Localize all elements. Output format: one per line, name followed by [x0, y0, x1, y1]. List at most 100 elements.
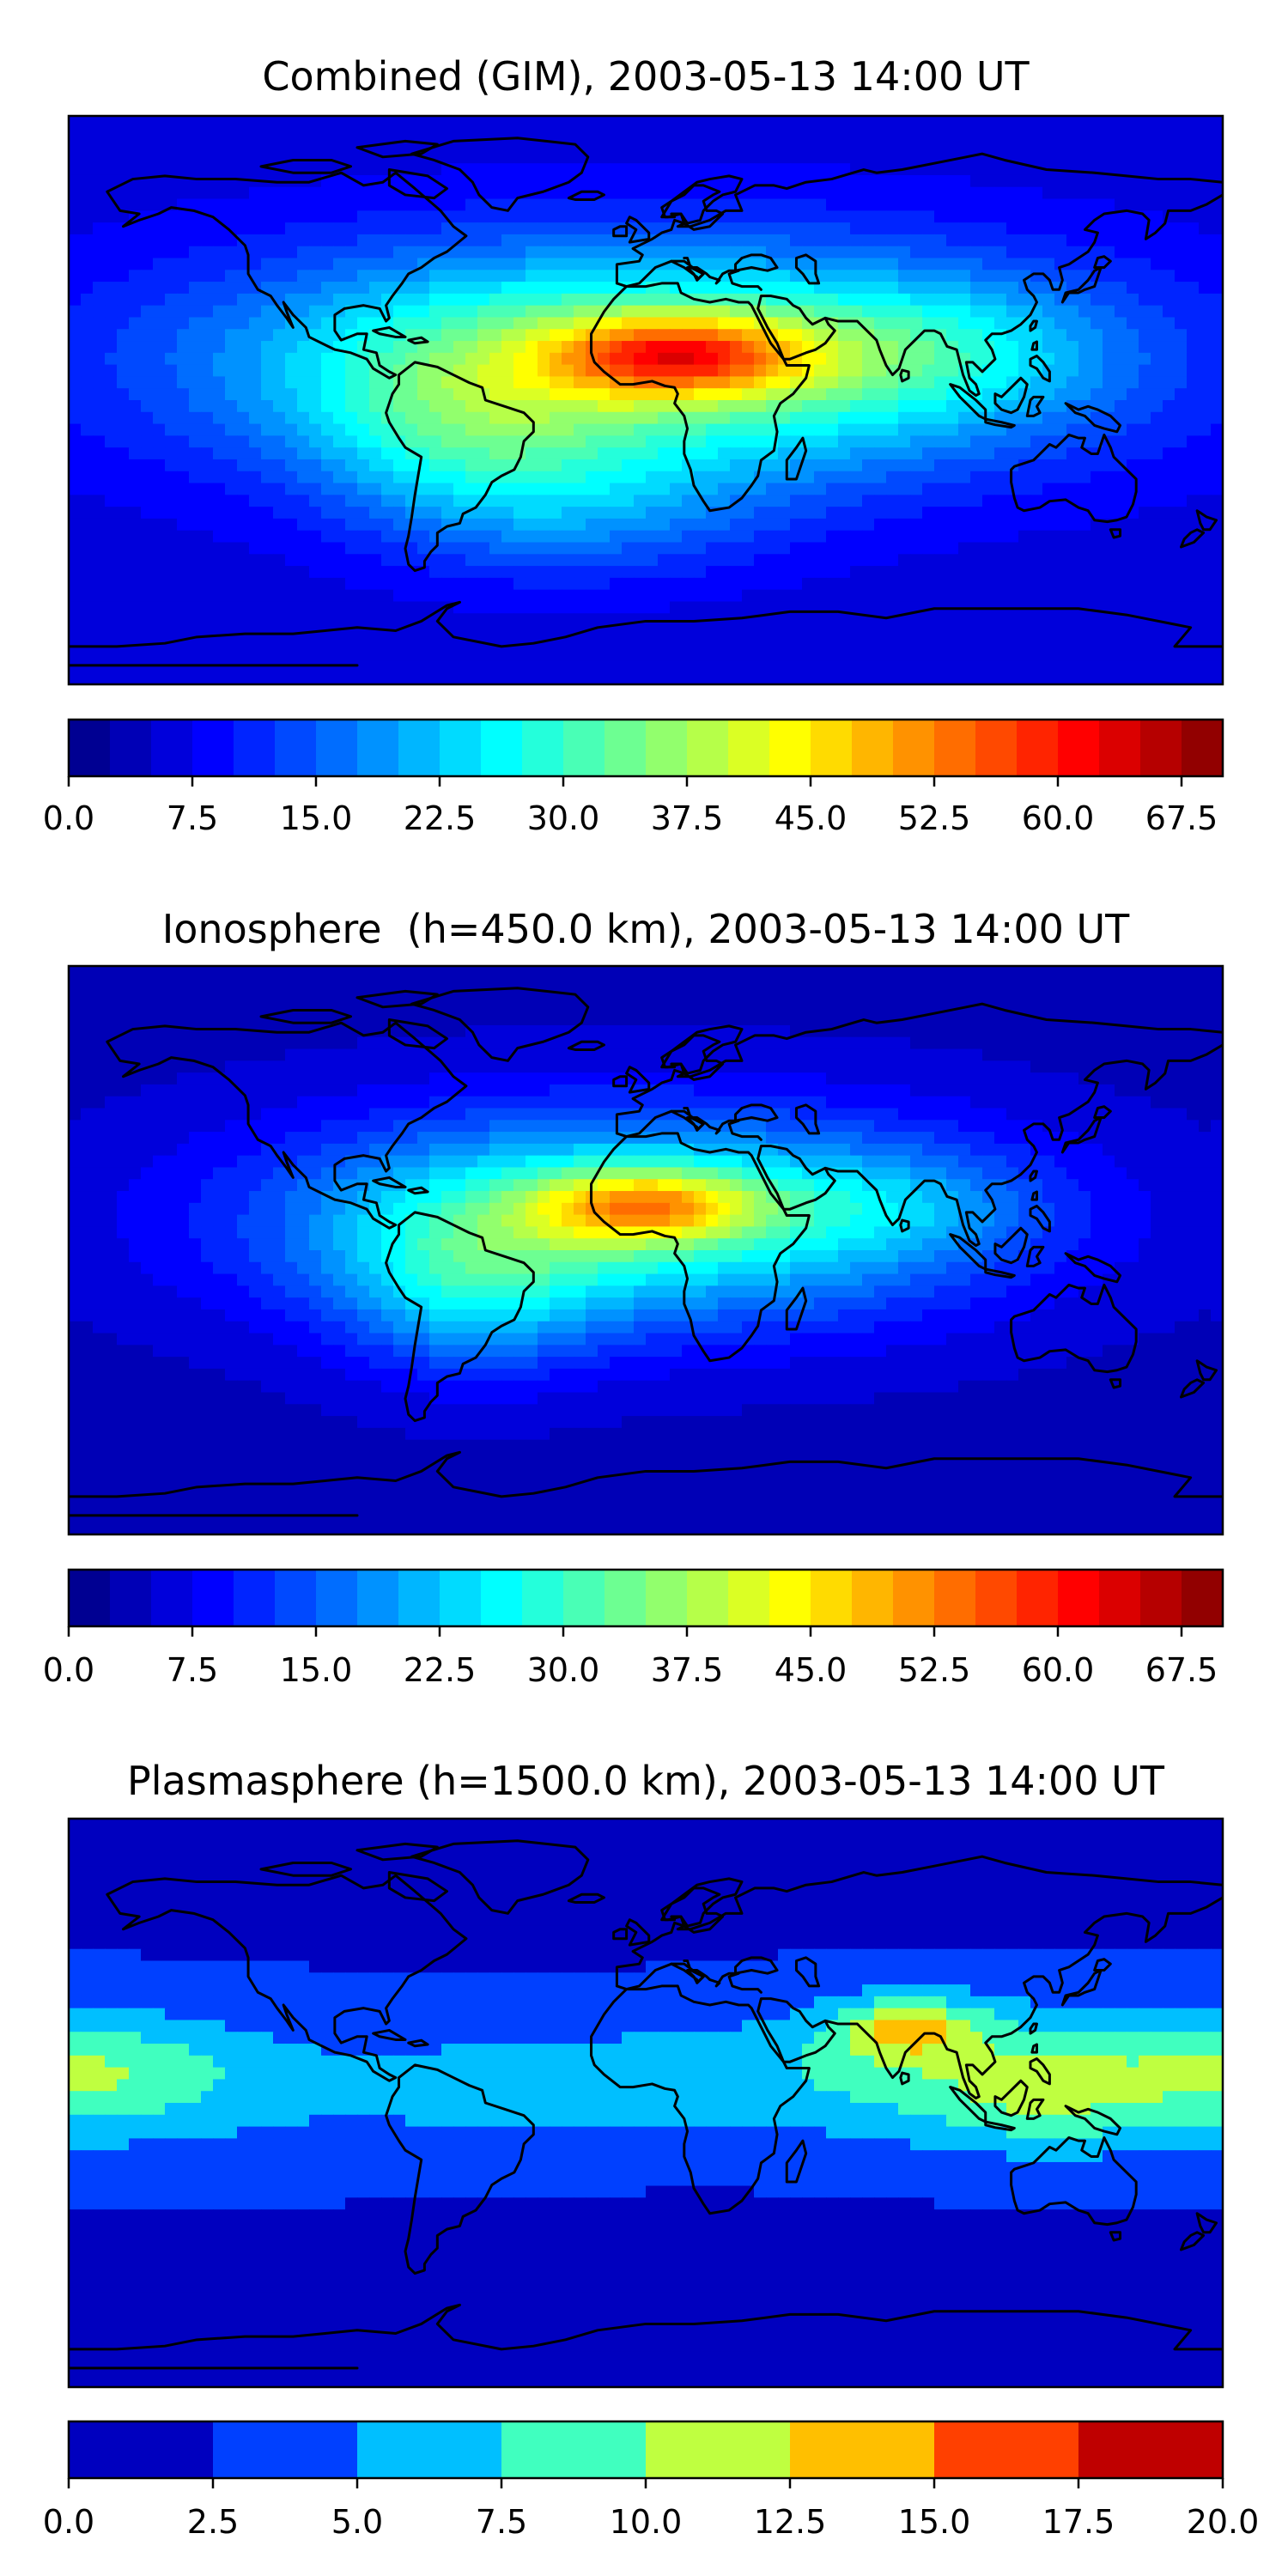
map-cell — [814, 388, 827, 401]
map-cell — [189, 648, 202, 662]
map-cell — [610, 589, 623, 603]
map-cell — [429, 186, 442, 200]
map-cell — [1115, 364, 1127, 378]
map-cell — [658, 977, 671, 991]
map-cell — [574, 282, 586, 295]
map-cell — [513, 376, 526, 389]
map-cell — [562, 210, 574, 223]
map-cell — [598, 293, 611, 307]
map-cell — [297, 566, 310, 579]
map-cell — [922, 198, 935, 211]
map-cell — [513, 341, 526, 354]
map-cell — [1103, 989, 1115, 1002]
map-cell — [850, 530, 863, 544]
map-cell — [838, 376, 851, 389]
map-cell — [742, 601, 755, 614]
map-cell — [177, 411, 190, 425]
map-cell — [790, 648, 803, 662]
map-cell — [81, 530, 94, 544]
map-cell — [249, 530, 262, 544]
map-cell — [718, 554, 731, 567]
map-cell — [321, 495, 334, 507]
map-cell — [886, 198, 899, 211]
map-cell — [273, 660, 286, 673]
map-cell — [381, 127, 394, 141]
map-cell — [1018, 127, 1031, 141]
map-cell — [489, 989, 502, 1002]
map-cell — [634, 518, 647, 532]
map-cell — [1163, 400, 1176, 413]
map-cell — [1127, 636, 1139, 650]
map-cell — [574, 636, 586, 650]
map-cell — [958, 258, 971, 270]
map-cell — [1115, 423, 1127, 436]
map-cell — [69, 222, 82, 235]
map-cell — [1211, 423, 1223, 436]
map-cell — [93, 471, 106, 484]
map-cell — [1139, 388, 1151, 401]
map-cell — [345, 459, 358, 472]
map-cell — [129, 672, 142, 684]
map-cell — [958, 317, 971, 330]
map-cell — [706, 977, 719, 991]
map-cell — [201, 282, 214, 295]
map-cell — [550, 566, 562, 579]
map-cell — [1066, 471, 1079, 484]
map-cell — [153, 530, 166, 544]
map-cell — [562, 116, 574, 129]
map-cell — [465, 151, 478, 164]
map-cell — [646, 577, 659, 591]
map-cell — [429, 163, 442, 176]
map-cell — [526, 625, 538, 638]
map-cell — [1103, 174, 1115, 188]
map-cell — [922, 270, 935, 283]
map-cell — [453, 282, 466, 295]
map-cell — [730, 364, 743, 378]
map-cell — [285, 198, 298, 211]
map-cell — [862, 507, 875, 519]
map-cell — [646, 388, 659, 401]
map-cell — [309, 388, 322, 401]
map-cell — [1127, 411, 1139, 425]
map-cell — [189, 376, 202, 389]
map-cell — [333, 127, 346, 141]
map-cell — [826, 589, 839, 603]
map-cell — [802, 459, 815, 472]
map-cell — [1139, 127, 1151, 141]
map-cell — [165, 542, 178, 555]
map-cell — [658, 613, 671, 626]
map-cell — [994, 435, 1007, 448]
map-cell — [357, 507, 370, 519]
map-cell — [730, 246, 743, 259]
map-cell — [586, 977, 598, 991]
map-cell — [1151, 495, 1163, 507]
map-cell — [165, 151, 178, 164]
map-cell — [453, 411, 466, 425]
map-cell — [129, 966, 142, 979]
map-cell — [177, 270, 190, 283]
map-cell — [766, 305, 779, 319]
map-cell — [1139, 186, 1151, 200]
map-cell — [838, 174, 851, 188]
coastline — [1066, 404, 1120, 432]
map-cell — [189, 210, 202, 223]
map-cell — [910, 186, 923, 200]
map-cell — [1127, 258, 1139, 270]
map-cell — [405, 246, 418, 259]
map-cell — [742, 977, 755, 991]
map-cell — [345, 977, 358, 991]
map-cell — [550, 435, 562, 448]
map-cell — [393, 566, 406, 579]
map-cell — [261, 198, 274, 211]
map-cell — [1078, 625, 1091, 638]
map-cell — [526, 270, 538, 283]
map-cell — [201, 966, 214, 979]
map-cell — [826, 435, 839, 448]
map-cell — [513, 483, 526, 495]
map-cell — [910, 495, 923, 507]
map-cell — [369, 293, 382, 307]
map-cell — [93, 234, 106, 247]
colorbar-tick-label: 22.5 — [404, 799, 477, 837]
map-cell — [417, 660, 430, 673]
map-cell — [249, 186, 262, 200]
